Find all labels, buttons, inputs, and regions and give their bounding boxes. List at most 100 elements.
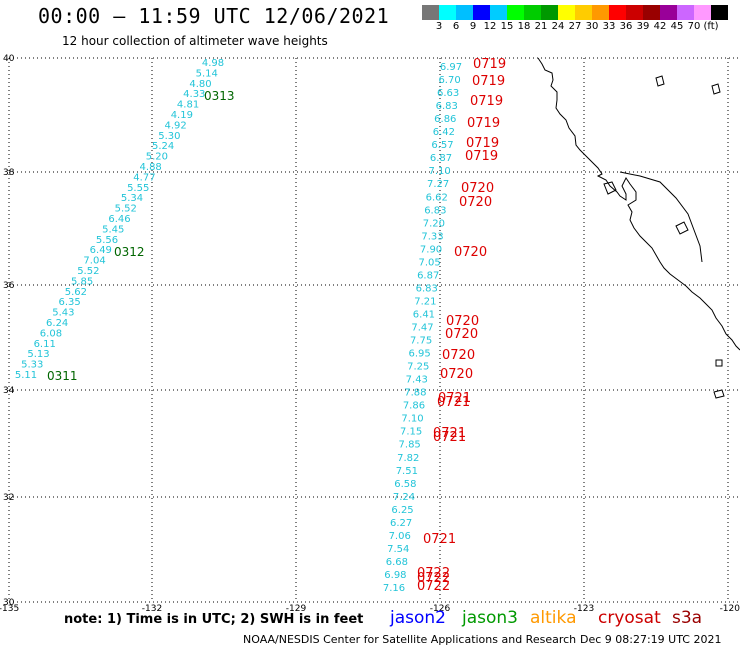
mission-jason2-label: jason2 [390, 608, 446, 628]
wave-height-label: 6.62 [426, 192, 448, 203]
pass-time-label: 0311 [47, 369, 78, 383]
pass-time-label: 0719 [472, 74, 505, 89]
wave-height-label: 5.55 [127, 183, 149, 194]
wave-height-label: 6.24 [46, 318, 68, 329]
pass-time-label: 0719 [466, 136, 499, 151]
legend-swatch [541, 5, 558, 20]
cryosat-track-east: 6.97 6.70 6.63 6.83 6.86 6.42 6.57 6.87 7.10 7.27… [383, 57, 506, 594]
legend-label: 45 [670, 21, 684, 32]
legend-swatch [456, 5, 473, 20]
lat-label: 30 [3, 598, 15, 608]
wave-height-label: 6.63 [437, 88, 459, 99]
legend-label: 18 [517, 21, 531, 32]
wave-height-label: 4.92 [164, 120, 186, 131]
legend-swatch [660, 5, 677, 20]
legend-label: 15 [500, 21, 514, 32]
wave-height-label: 6.57 [431, 140, 453, 151]
legend-swatch [592, 5, 609, 20]
wave-height-label: 6.70 [438, 75, 460, 86]
footnote: note: 1) Time is in UTC; 2) SWH is in fe… [64, 612, 364, 627]
lat-label: 36 [3, 281, 15, 291]
wave-height-label: 4.88 [140, 162, 162, 173]
wave-height-label: 7.27 [427, 179, 449, 190]
lon-label: -135 [0, 604, 19, 614]
wave-height-label: 6.83 [416, 283, 438, 294]
timestamp-text: Dec 9 08:27:19 UTC 2021 [580, 633, 722, 646]
pass-time-label: 0721 [423, 532, 456, 547]
legend-swatch [490, 5, 507, 20]
pass-time-label: 0719 [473, 57, 506, 72]
axis-labels: -135 -132 -129 -126 -123 -120 40 38 36 34 32 30 [0, 54, 740, 614]
legend-swatch [558, 5, 575, 20]
pass-time-label: 0312 [114, 245, 145, 259]
legend-swatch [609, 5, 626, 20]
wave-height-label: 5.52 [115, 204, 137, 215]
wave-height-label: 6.08 [40, 328, 62, 339]
legend-swatch [626, 5, 643, 20]
wave-height-label: 7.24 [393, 492, 415, 503]
lake-1 [655, 75, 665, 87]
wave-height-label: 7.33 [421, 231, 443, 242]
pass-time-label: 0721 [438, 391, 471, 406]
wave-height-label: 5.11 [15, 370, 37, 381]
lat-label: 40 [3, 54, 15, 64]
legend-color-bar [422, 5, 728, 20]
wave-height-label: 5.30 [158, 131, 180, 142]
legend-label: 33 [602, 21, 616, 32]
pass-time-label: 0720 [459, 195, 492, 210]
wave-height-label: 6.86 [434, 114, 456, 125]
legend-label: 36 [619, 21, 633, 32]
island-1 [713, 389, 725, 399]
wave-height-label: 5.62 [65, 287, 87, 298]
wave-height-label: 7.05 [418, 257, 440, 268]
wave-height-label: 7.21 [414, 296, 436, 307]
legend-label: 9 [469, 21, 477, 32]
wave-height-label: 4.81 [177, 100, 199, 111]
wave-height-label: 6.87 [430, 153, 452, 164]
pass-time-label: 0720 [461, 181, 494, 196]
legend-label: 6 [452, 21, 460, 32]
wave-height-label: 7.10 [401, 414, 423, 425]
wave-height-label: 5.13 [27, 349, 49, 360]
legend-label: 24 [551, 21, 565, 32]
wave-height-label: 6.98 [384, 570, 406, 581]
chart-title: 00:00 — 11:59 UTC 12/06/2021 [38, 4, 390, 28]
wave-height-label: 5.20 [146, 152, 168, 163]
wave-height-label: 5.52 [77, 266, 99, 277]
wave-height-label: 5.34 [121, 193, 143, 204]
wave-height-label: 6.25 [391, 505, 413, 516]
mission-jason3-label: jason3 [462, 608, 518, 628]
wave-height-label: 6.97 [440, 62, 462, 73]
wave-height-label: 6.42 [433, 127, 455, 138]
mission-s3a-label: s3a [672, 608, 703, 628]
legend-swatch [507, 5, 524, 20]
wave-height-legend: 3 6 9 12 15 18 21 24 27 30 33 36 39 42 45 70 (ft) [422, 5, 728, 34]
island-2 [715, 359, 723, 367]
credit-text: NOAA/NESDIS Center for Satellite Applica… [243, 633, 577, 646]
legend-label: 70 [687, 21, 701, 32]
lon-label: -129 [286, 604, 307, 614]
wave-height-label: 6.68 [386, 557, 408, 568]
wave-height-label: 7.04 [83, 256, 105, 267]
wave-height-label: 6.95 [409, 349, 431, 360]
pass-time-label: 0721 [433, 426, 466, 441]
wave-height-label: 5.85 [71, 276, 93, 287]
wave-height-label: 7.10 [428, 166, 450, 177]
pass-time-label: 0719 [467, 116, 500, 131]
pass-time-label: 0719 [465, 149, 498, 164]
legend-label: 21 [534, 21, 548, 32]
wave-height-label: 5.45 [102, 224, 124, 235]
mission-altika-label: altika [530, 608, 577, 628]
pass-time-label: 0721 [433, 430, 466, 445]
pass-time-label: 0313 [204, 89, 235, 103]
chart-subtitle: 12 hour collection of altimeter wave hei… [62, 34, 328, 48]
legend-swatch [711, 5, 728, 20]
coastline [537, 57, 740, 351]
wave-height-label: 6.49 [90, 245, 112, 256]
wave-height-label: 7.82 [397, 453, 419, 464]
lat-label: 34 [3, 386, 15, 396]
pass-time-label: 0722 [417, 571, 450, 586]
legend-label: 42 [653, 21, 667, 32]
wave-height-label: 6.87 [417, 270, 439, 281]
wave-height-label: 7.51 [396, 466, 418, 477]
